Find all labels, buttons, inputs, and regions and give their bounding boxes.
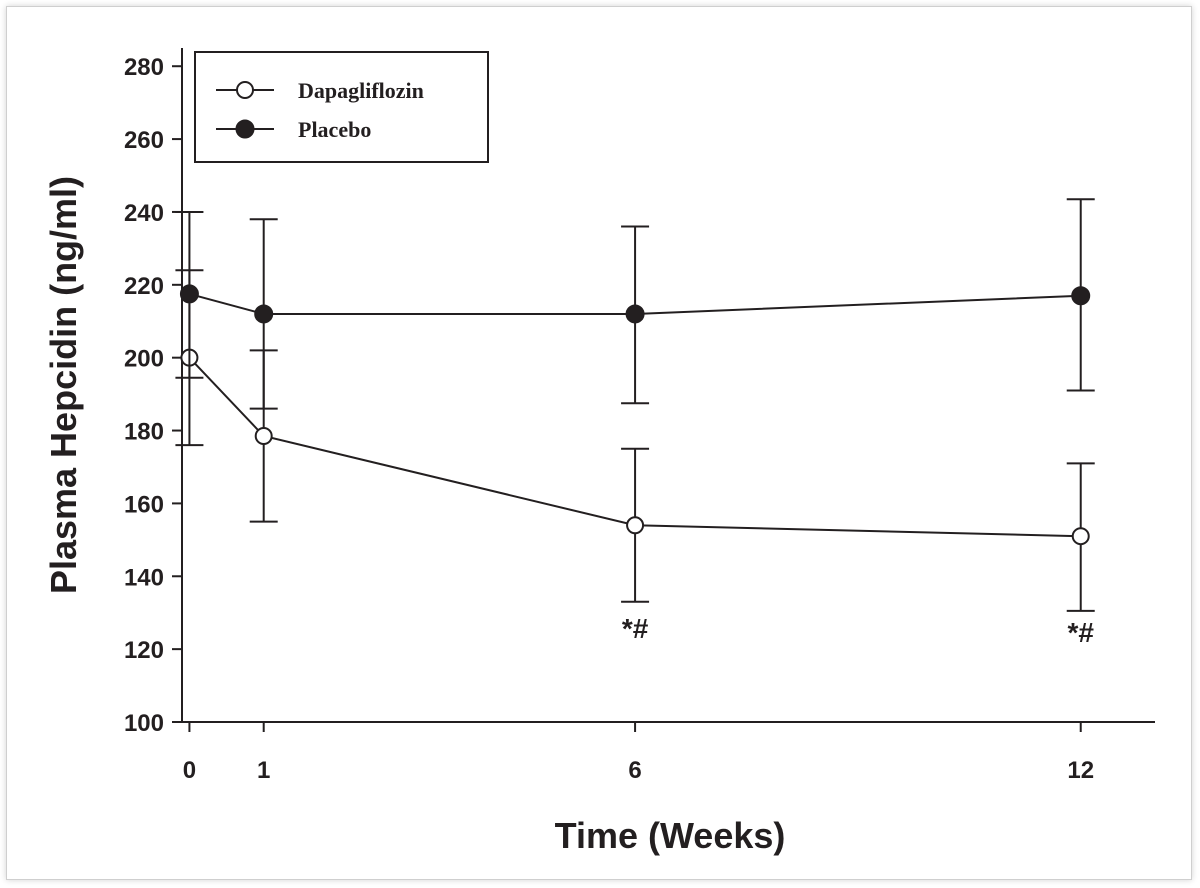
x-tick-label: 1 bbox=[257, 757, 270, 784]
y-tick-label: 240 bbox=[124, 200, 164, 227]
data-point-dapagliflozin bbox=[626, 516, 645, 535]
y-tick-label: 120 bbox=[124, 637, 164, 664]
legend-label-placebo: Placebo bbox=[298, 117, 371, 142]
data-point-placebo bbox=[1071, 286, 1091, 306]
x-tick-label: 0 bbox=[183, 757, 196, 784]
y-axis-title: Plasma Hepcidin (ng/ml) bbox=[43, 176, 84, 594]
x-axis-title: Time (Weeks) bbox=[555, 815, 786, 856]
series-layer bbox=[175, 198, 1095, 612]
series-placebo bbox=[175, 198, 1095, 410]
data-point-dapagliflozin bbox=[1071, 527, 1090, 546]
data-point-placebo bbox=[625, 304, 645, 324]
legend: Dapagliflozin Placebo bbox=[194, 51, 489, 163]
y-tick-label: 260 bbox=[124, 127, 164, 154]
legend-marker-dapagliflozin bbox=[236, 81, 254, 99]
legend-marker-placebo bbox=[235, 119, 255, 139]
y-tick-label: 100 bbox=[124, 710, 164, 737]
x-axis-ticks: 0 1 6 12 bbox=[183, 722, 1094, 784]
significance-annotation: *# bbox=[622, 613, 649, 644]
y-tick-label: 220 bbox=[124, 273, 164, 300]
legend-box bbox=[194, 51, 489, 163]
x-tick-label: 6 bbox=[628, 757, 641, 784]
data-point-placebo bbox=[179, 284, 199, 304]
axes bbox=[181, 48, 1155, 723]
y-tick-label: 280 bbox=[124, 54, 164, 81]
y-axis-ticks: 100 120 140 160 180 200 220 240 260 280 bbox=[124, 54, 182, 737]
y-tick-label: 180 bbox=[124, 419, 164, 446]
data-point-dapagliflozin bbox=[254, 427, 273, 446]
x-tick-label: 12 bbox=[1067, 757, 1094, 784]
y-tick-label: 160 bbox=[124, 491, 164, 518]
series-line-placebo bbox=[189, 292, 1081, 315]
y-tick-label: 200 bbox=[124, 346, 164, 373]
significance-annotation: *# bbox=[1067, 617, 1094, 648]
data-point-placebo bbox=[254, 304, 274, 324]
annotation-layer: *# *# bbox=[622, 613, 1095, 648]
y-tick-label: 140 bbox=[124, 564, 164, 591]
series-line-dapagliflozin bbox=[188, 356, 1081, 538]
legend-label-dapagliflozin: Dapagliflozin bbox=[298, 78, 424, 103]
